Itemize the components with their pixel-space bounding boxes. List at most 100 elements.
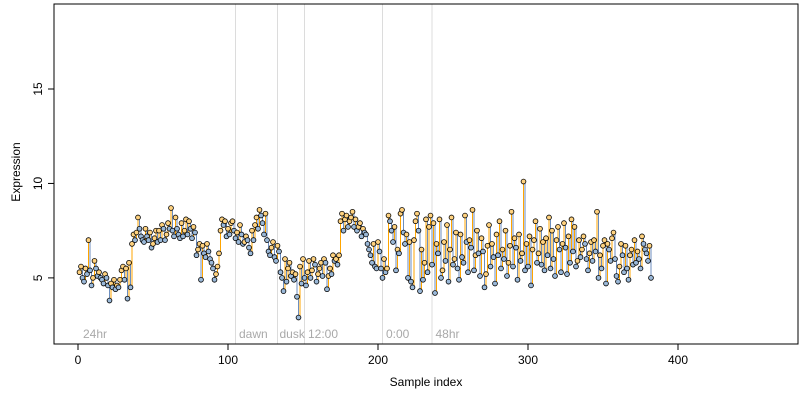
data-point [304, 269, 311, 276]
data-point [540, 239, 546, 245]
data-points [76, 178, 654, 321]
data-point [474, 227, 480, 234]
data-point [255, 225, 261, 232]
data-point [616, 263, 623, 270]
data-point [336, 252, 342, 259]
data-point [547, 265, 554, 272]
data-point [343, 212, 350, 219]
data-point [390, 239, 396, 245]
data-point [561, 220, 567, 226]
data-point [517, 258, 524, 264]
data-point [222, 218, 228, 225]
data-point [507, 242, 513, 249]
data-point [519, 250, 525, 257]
data-point [483, 271, 489, 277]
data-point [115, 284, 122, 291]
data-point [91, 258, 98, 264]
data-point [393, 267, 399, 274]
data-point [456, 276, 462, 283]
data-point [460, 259, 467, 266]
data-point [127, 284, 134, 291]
data-point [631, 237, 638, 243]
data-point [502, 227, 509, 234]
data-point [532, 218, 539, 225]
data-point [531, 237, 537, 243]
data-point [462, 212, 468, 219]
data-point [582, 241, 588, 247]
data-point [447, 246, 453, 253]
data-point [495, 252, 501, 259]
data-point [555, 224, 561, 230]
data-point [78, 263, 84, 270]
data-point [291, 276, 297, 283]
data-point [574, 258, 581, 264]
data-point [135, 214, 141, 221]
data-point [444, 222, 450, 228]
data-point [249, 227, 255, 234]
data-point [487, 263, 494, 270]
data-point [100, 280, 107, 287]
data-point [106, 297, 113, 304]
data-point [597, 252, 603, 259]
data-point [214, 263, 221, 270]
data-point [328, 271, 335, 277]
data-point [621, 269, 627, 276]
data-point [273, 258, 279, 264]
data-point [103, 275, 110, 281]
data-point [340, 227, 347, 234]
data-point [564, 271, 570, 277]
data-point [552, 273, 558, 279]
data-point [373, 265, 380, 272]
data-point [232, 235, 239, 242]
section-label: 12:00 [308, 327, 338, 341]
data-point [594, 208, 600, 215]
data-point [133, 229, 140, 236]
data-point [499, 246, 506, 253]
data-point [142, 225, 149, 232]
data-point [546, 214, 552, 221]
data-point [174, 225, 180, 232]
data-point [298, 280, 305, 287]
data-point [520, 178, 527, 185]
data-point [208, 259, 215, 266]
data-point [178, 220, 185, 226]
data-point [478, 235, 485, 242]
data-point [258, 212, 264, 219]
data-point [388, 227, 395, 234]
data-point [490, 254, 497, 260]
data-point [150, 241, 156, 247]
data-point [261, 231, 267, 238]
data-point [334, 261, 341, 268]
data-point [264, 237, 270, 243]
plot-frame [53, 3, 799, 345]
data-point [544, 252, 551, 259]
data-point [171, 233, 177, 240]
data-point [405, 275, 411, 281]
data-point [312, 261, 318, 268]
data-point [123, 265, 129, 272]
data-point [90, 275, 96, 281]
data-point [247, 250, 254, 257]
data-point [367, 252, 374, 259]
data-point [420, 276, 426, 283]
data-point [477, 273, 483, 279]
data-point [310, 256, 317, 262]
data-point [193, 252, 200, 259]
data-point [270, 239, 276, 245]
data-point [238, 231, 245, 238]
data-point [306, 258, 312, 264]
y-tick-label: 5 [31, 274, 45, 281]
data-point [121, 276, 128, 283]
data-point [366, 246, 372, 253]
data-point [465, 269, 471, 276]
data-point [322, 259, 329, 266]
data-point [423, 216, 429, 223]
data-point [468, 244, 474, 251]
data-point [267, 252, 273, 259]
data-point [169, 227, 176, 234]
data-point [591, 237, 597, 243]
data-point [147, 229, 153, 236]
data-point [151, 235, 158, 242]
data-point [526, 233, 533, 240]
data-point [549, 227, 555, 234]
